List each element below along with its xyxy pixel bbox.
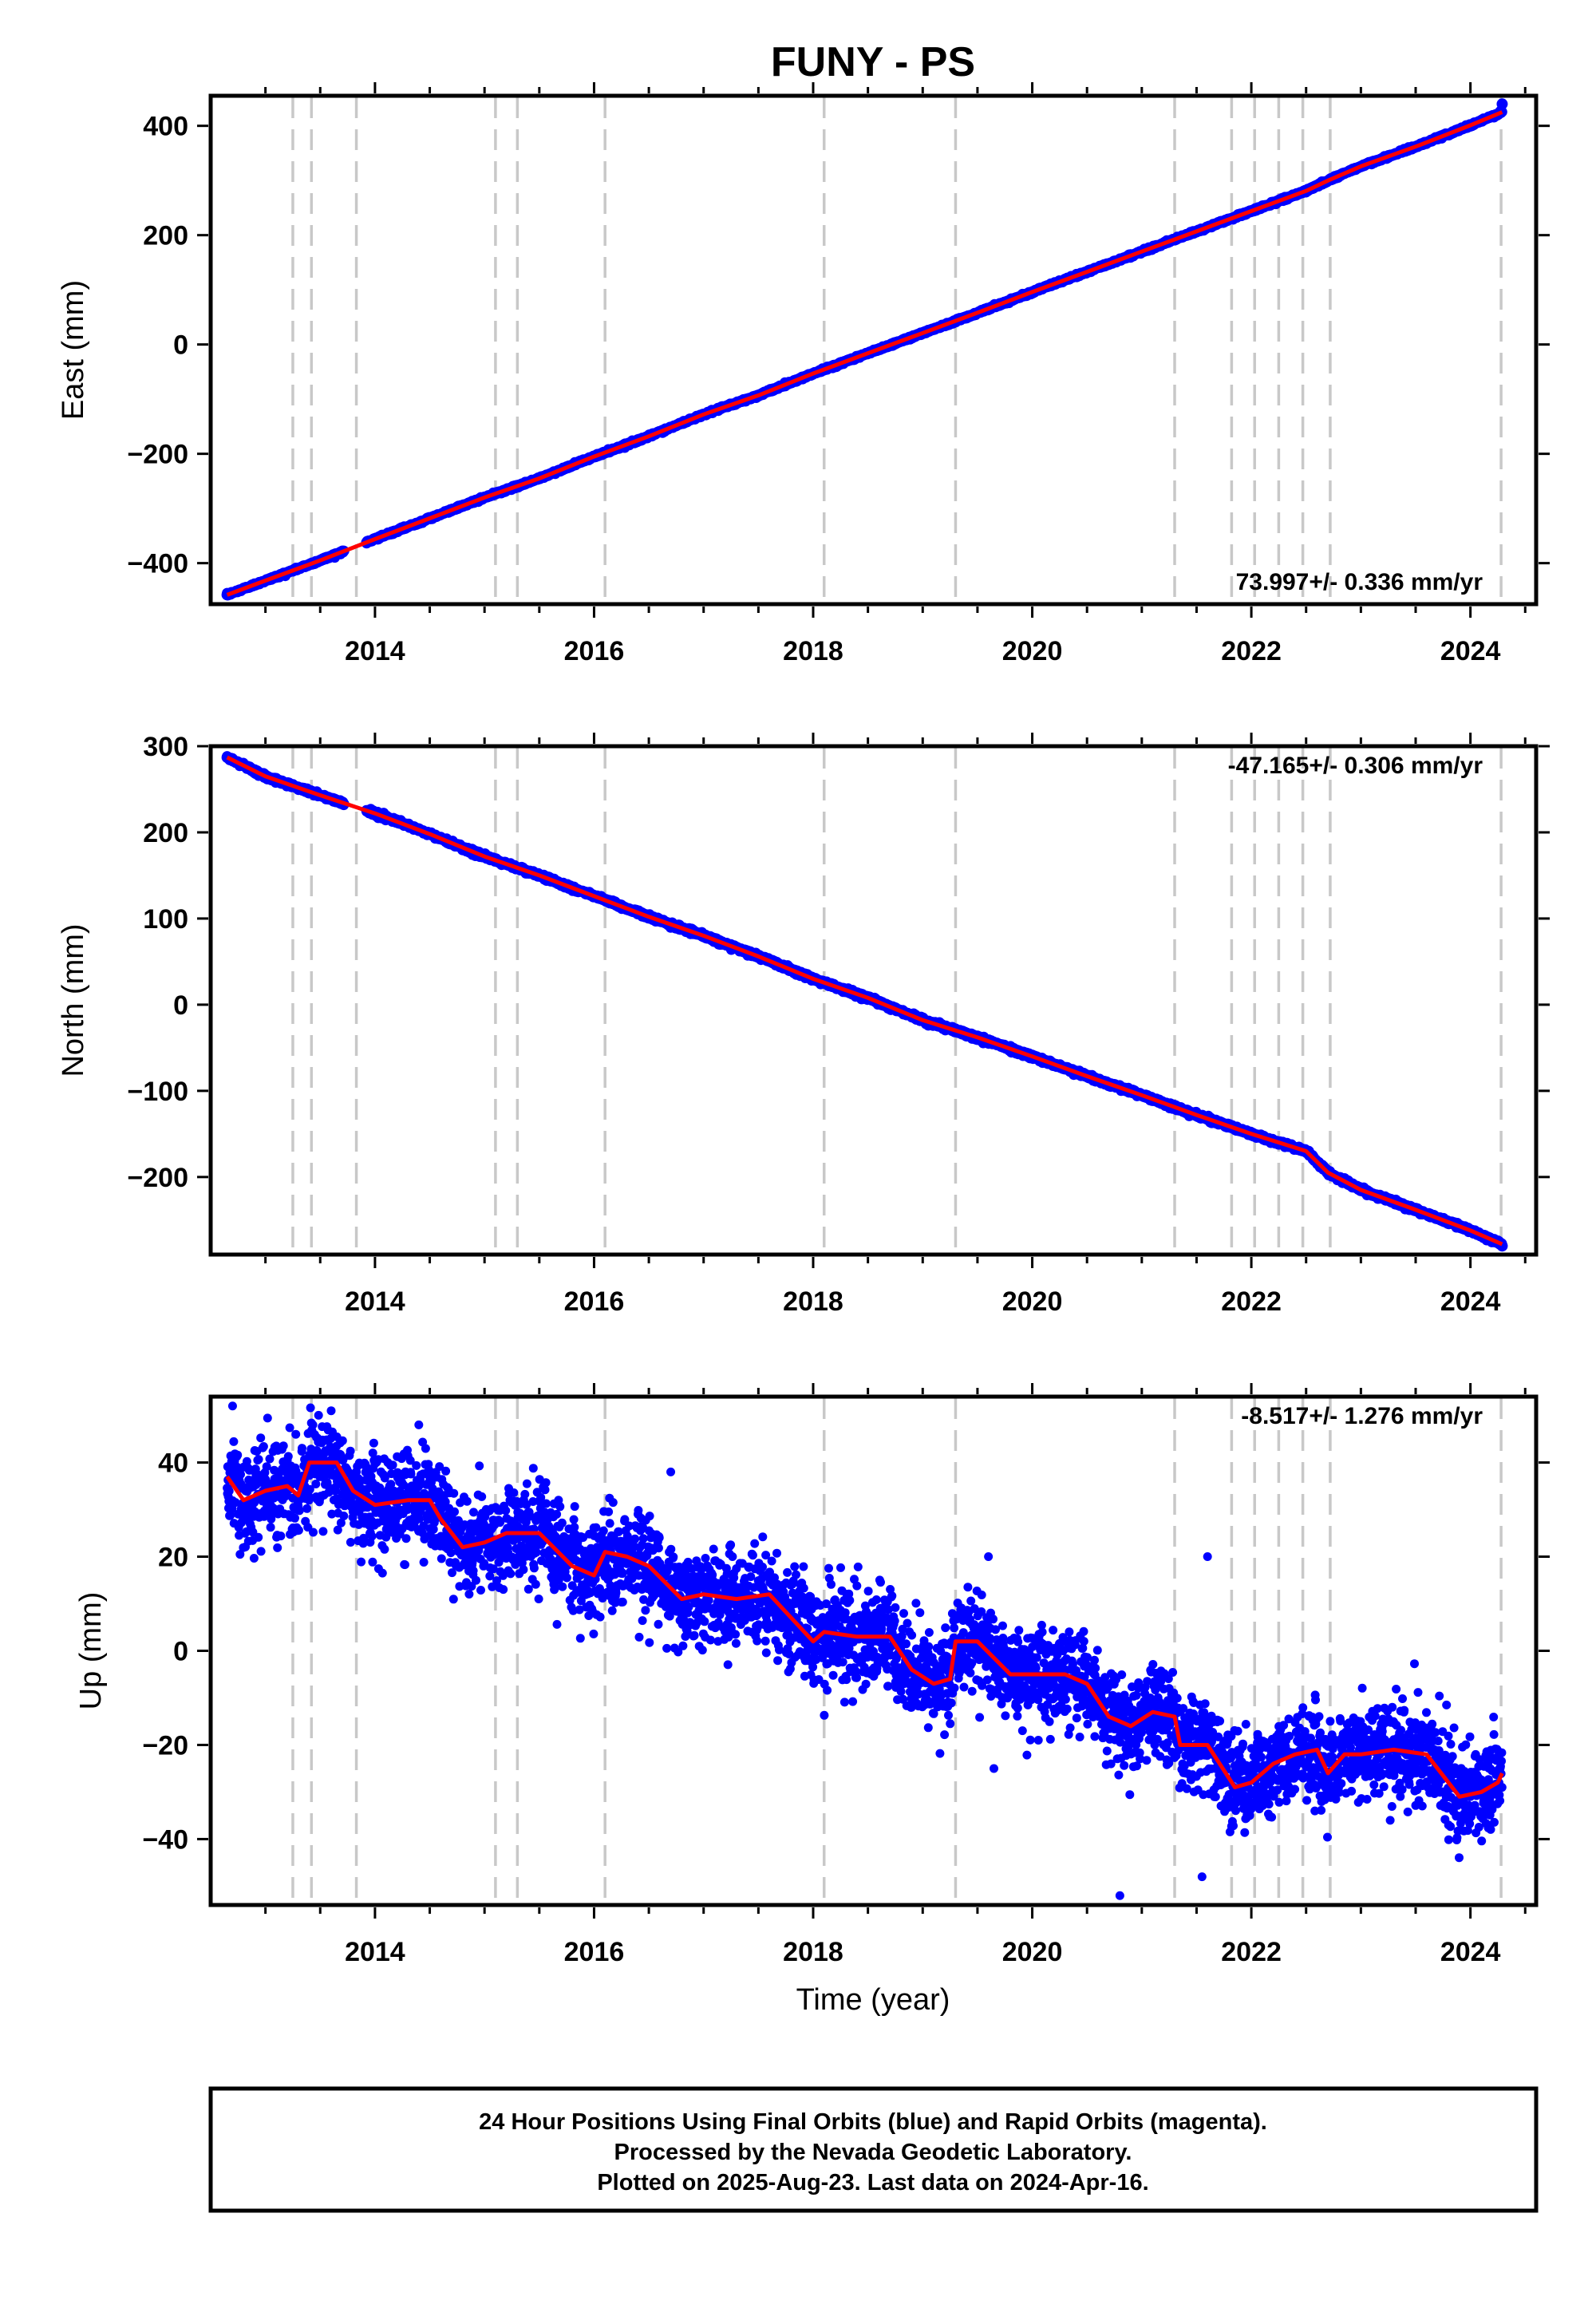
east-panel: 2014 2016 2018 2020 2022 2024 −400 −200 0 200 400 E… — [57, 82, 1550, 666]
east-y-tick-label: −400 — [127, 549, 188, 579]
east-x-tick-label-2020: 2020 — [1002, 636, 1063, 666]
east-y-tick-label: −200 — [127, 440, 188, 470]
east-x-tick-label-2014: 2014 — [345, 636, 405, 666]
east-x-tick-label-2016: 2016 — [564, 636, 625, 666]
north-panel: 2014 2016 2018 2020 2022 2024−200−10001002003… — [57, 732, 1550, 1317]
east-y-tick-label: 400 — [143, 112, 188, 142]
east-y-axis-label: East (mm) — [57, 280, 90, 420]
east-y-tick-label: 200 — [143, 221, 188, 251]
east-rate-label: 73.997+/- 0.336 mm/yr — [1236, 569, 1483, 595]
east-last-point — [1496, 98, 1508, 110]
east-x-tick-label-2022: 2022 — [1221, 636, 1282, 666]
east-x-tick-label-2024: 2024 — [1440, 636, 1501, 666]
north-data-points — [221, 751, 1508, 1252]
chart-title: FUNY - PS — [771, 39, 975, 85]
east-x-tick-label-2018: 2018 — [783, 636, 843, 666]
east-y-tick-label: 0 — [173, 330, 188, 361]
